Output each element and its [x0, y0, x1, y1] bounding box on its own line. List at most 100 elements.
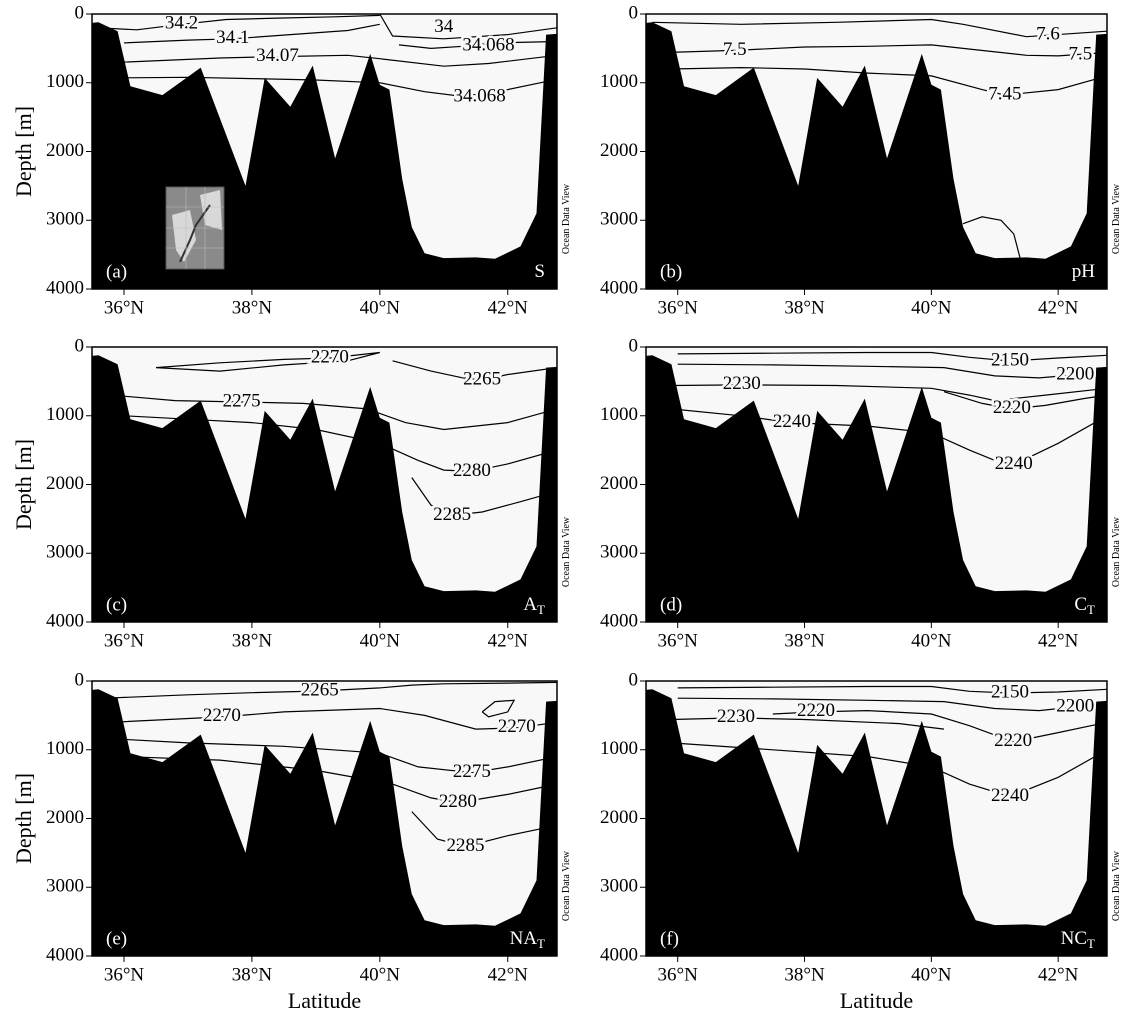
panel: 34.2 34.1 34.07 34 34.068 34.068 0 1000 2000 3000… — [11, 2, 572, 318]
contour-line — [677, 363, 1107, 379]
x-tick-label: 36°N — [658, 630, 699, 651]
contour-label: 34.2 — [165, 13, 198, 34]
contour-line — [111, 707, 557, 730]
x-axis-label: Latitude — [840, 988, 913, 1013]
y-tick-label: 1000 — [600, 71, 638, 92]
y-tick-label: 2000 — [600, 473, 638, 494]
x-tick-label: 42°N — [1038, 297, 1079, 318]
x-tick-label: 42°N — [488, 297, 529, 318]
contour-label: 2150 — [991, 349, 1029, 370]
contour-line — [671, 717, 945, 730]
inset-land — [172, 190, 222, 262]
contours — [652, 18, 1107, 259]
y-tick-label: 1000 — [46, 71, 84, 92]
contour-label: 7.45 — [988, 83, 1021, 104]
contour-line — [962, 216, 1021, 259]
x-tick-label: 42°N — [488, 964, 529, 985]
y-tick-label: 1000 — [600, 404, 638, 425]
contour-line — [943, 391, 1107, 410]
contours — [671, 351, 1107, 466]
panel: 2150 2200 2230 2220 2220 2240 0 1000 2000 3000 400… — [600, 669, 1122, 1013]
contour-label: 34.068 — [453, 85, 505, 106]
y-tick-label: 2000 — [46, 473, 84, 494]
contour-line — [123, 756, 557, 804]
contour-label: 2150 — [991, 681, 1029, 702]
contour-label: 2275 — [223, 390, 261, 411]
contour-label: 2270 — [203, 705, 241, 726]
y-axis-label: Depth [m] — [11, 773, 36, 864]
seafloor — [646, 689, 1107, 956]
watermark: Ocean Data View — [1111, 850, 1122, 921]
contour-label: 2230 — [717, 706, 755, 727]
contour-line — [677, 351, 1107, 362]
y-tick-label: 4000 — [46, 610, 84, 631]
y-tick-label: 4000 — [600, 277, 638, 298]
watermark: Ocean Data View — [561, 516, 572, 587]
variable-main: pH — [1072, 261, 1096, 282]
contour-line — [98, 14, 380, 31]
x-tick-label: 40°N — [911, 630, 952, 651]
x-tick-label: 38°N — [784, 964, 825, 985]
inset-track — [179, 204, 211, 263]
variable-sub: T — [537, 602, 545, 617]
y-tick-label: 3000 — [600, 876, 638, 897]
watermark: Ocean Data View — [561, 183, 572, 254]
panel-letter: (c) — [106, 594, 127, 615]
contour-line — [671, 384, 1107, 402]
contour-line — [481, 699, 516, 718]
contour-label: 2220 — [797, 700, 835, 721]
contour-label: 2230 — [723, 373, 761, 394]
contour-line — [411, 477, 557, 517]
contour-label: 2200 — [1056, 363, 1094, 384]
y-tick-label: 3000 — [600, 209, 638, 230]
x-tick-label: 36°N — [104, 297, 145, 318]
y-tick-label: 3000 — [46, 209, 84, 230]
x-tick-label: 38°N — [232, 964, 273, 985]
x-tick-label: 36°N — [658, 297, 699, 318]
x-tick-label: 42°N — [488, 630, 529, 651]
y-axis-label: Depth [m] — [11, 106, 36, 197]
panel: 2150 2200 2230 2220 2240 2240 0 1000 2000 3000 400… — [600, 335, 1122, 651]
y-tick-label: 3000 — [46, 876, 84, 897]
y-tick-label: 4000 — [600, 944, 638, 965]
variable-sub: T — [1087, 602, 1095, 617]
panel: 7.6 7.5 7.5 7.45 0 1000 2000 3000 4000 36°N 38°N 40… — [600, 2, 1122, 318]
x-tick-label: 38°N — [784, 297, 825, 318]
y-tick-label: 1000 — [600, 738, 638, 759]
x-tick-label: 40°N — [360, 297, 401, 318]
contour-line — [652, 18, 1107, 38]
contour-label: 2280 — [439, 791, 477, 812]
y-tick-label: 3000 — [46, 542, 84, 563]
y-tick-label: 0 — [629, 335, 639, 356]
panel: 2265 2270 2270 2275 2280 2285 0 1000 2000 3000 400… — [11, 669, 572, 1013]
panel-letter: (d) — [660, 594, 682, 615]
x-tick-label: 42°N — [1038, 964, 1079, 985]
contour-line — [677, 697, 1107, 712]
variable-sub: T — [1087, 936, 1095, 951]
contour-label: 7.5 — [723, 39, 747, 60]
variable-name: AT — [523, 594, 545, 617]
contour-label: 2240 — [773, 411, 811, 432]
contour-label: 2285 — [433, 504, 471, 525]
seafloor — [646, 22, 1107, 290]
y-tick-label: 2000 — [600, 140, 638, 161]
contour-label: 2270 — [311, 346, 349, 367]
contours — [671, 685, 1107, 798]
x-tick-label: 38°N — [784, 630, 825, 651]
seafloor — [92, 355, 557, 622]
panel-letter: (e) — [106, 928, 127, 949]
x-tick-label: 36°N — [104, 630, 145, 651]
y-tick-label: 4000 — [46, 277, 84, 298]
contour-line — [671, 408, 1107, 466]
panel-letter: (a) — [106, 261, 127, 282]
panel: 2270 2265 2275 2280 2285 0 1000 2000 3000 4000 36°… — [11, 335, 572, 651]
contour-line — [398, 40, 557, 50]
y-axis-label: Depth [m] — [11, 439, 36, 530]
panel-letter: (f) — [660, 928, 679, 949]
contour-label: 2220 — [994, 730, 1032, 751]
contour-label: 2220 — [993, 397, 1031, 418]
contour-label: 7.5 — [1068, 44, 1092, 65]
contour-label: 34.07 — [256, 45, 299, 66]
contour-label: 2285 — [447, 835, 485, 856]
